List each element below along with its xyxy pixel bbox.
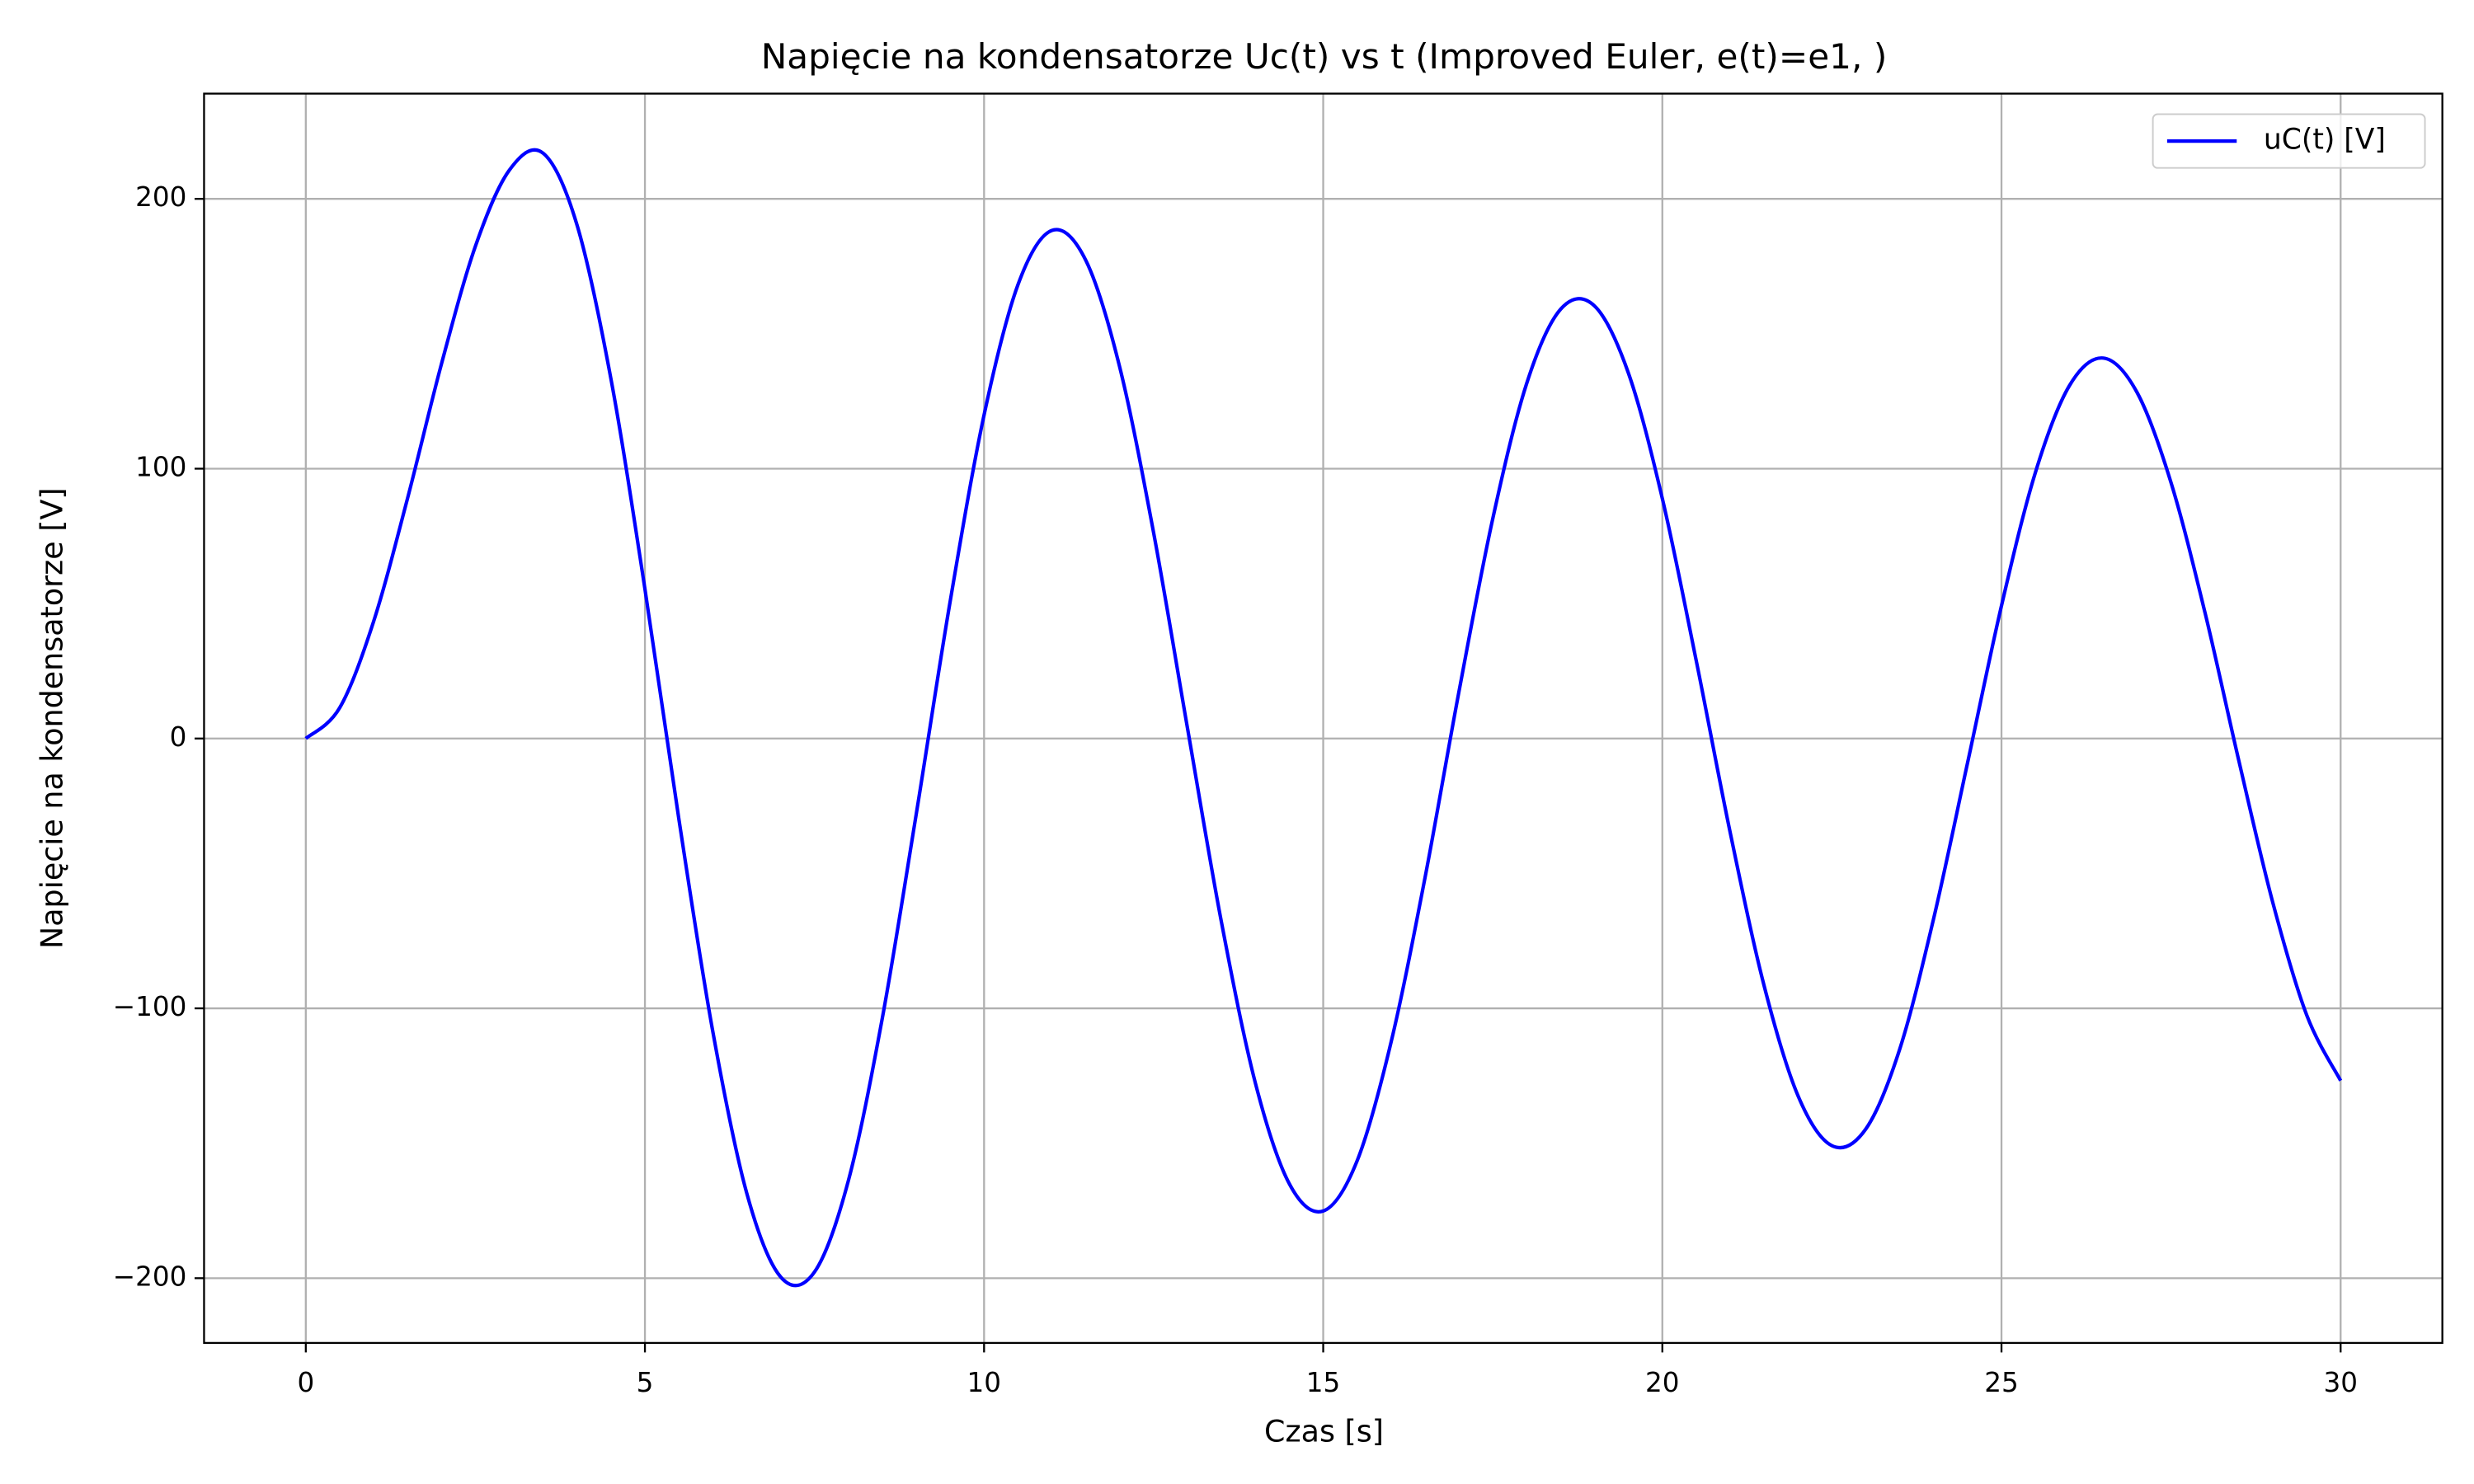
x-tick-label: 0 — [297, 1367, 314, 1398]
y-tick-label: 100 — [135, 451, 186, 482]
legend-label: uC(t) [V] — [2264, 124, 2386, 157]
y-tick-label: −200 — [113, 1261, 187, 1292]
x-tick-label: 25 — [1984, 1367, 2018, 1398]
chart-title: Napięcie na kondensatorze Uc(t) vs t (Im… — [761, 36, 1888, 77]
y-tick-label: −100 — [113, 991, 187, 1022]
y-tick-label: 0 — [170, 721, 187, 753]
x-tick-label: 30 — [2324, 1367, 2358, 1398]
x-axis-label: Czas [s] — [1264, 1414, 1384, 1449]
x-tick-label: 5 — [637, 1367, 654, 1398]
data-line — [304, 148, 2343, 1288]
x-tick-label: 20 — [1645, 1367, 1679, 1398]
grid — [204, 93, 2443, 1343]
legend: uC(t) [V] — [2152, 113, 2426, 169]
y-axis-label: Napięcie na kondensatorze [V] — [35, 487, 70, 949]
x-tick-label: 15 — [1306, 1367, 1340, 1398]
y-tick-label: 200 — [135, 181, 186, 213]
legend-box — [2152, 113, 2426, 169]
x-tick-label: 10 — [967, 1367, 1001, 1398]
plot-area — [304, 148, 2343, 1288]
